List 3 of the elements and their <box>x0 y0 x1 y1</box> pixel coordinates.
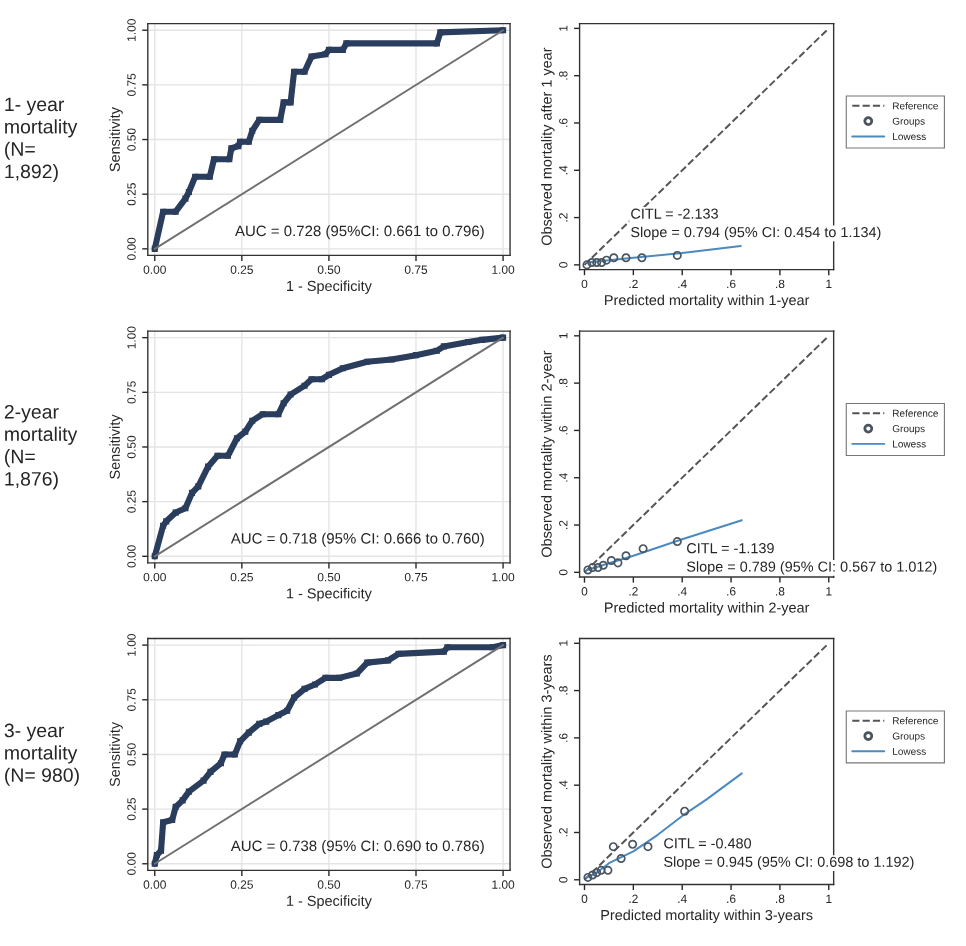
text: 1- year mortality (N= 1,892) <box>5 97 78 183</box>
text: 2-year mortality (N= 1,876) <box>4 404 78 490</box>
text: 3- year mortality (N= 980) <box>4 723 79 786</box>
